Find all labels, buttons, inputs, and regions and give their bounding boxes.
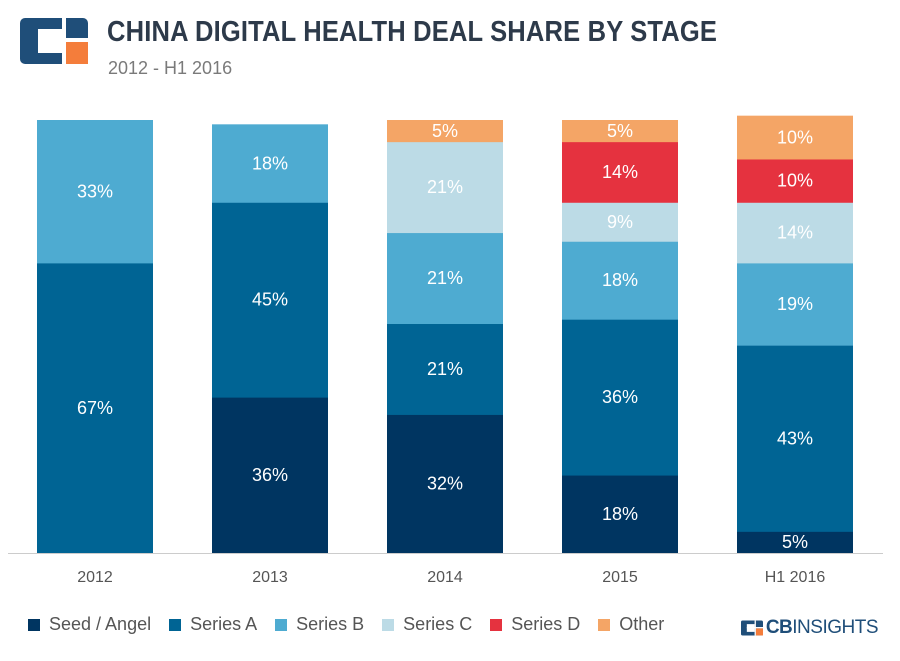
logo-inner-cut xyxy=(38,29,62,53)
bar-segment-series-a-2015 xyxy=(562,319,678,476)
x-tick-label-2013: 2013 xyxy=(252,569,288,586)
data-label-series-a-2012: 67% xyxy=(77,398,113,418)
data-label-series-d-h1-2016: 10% xyxy=(777,171,813,191)
bar-segment-seed-angel-h1-2016 xyxy=(737,531,853,554)
brand-name-bold: CB xyxy=(765,617,793,638)
legend-item-other: Other xyxy=(598,614,664,635)
data-label-series-c-h1-2016: 14% xyxy=(777,223,813,243)
bar-segment-series-b-h1-2016 xyxy=(737,262,853,346)
data-label-series-a-2013: 45% xyxy=(252,290,288,310)
data-label-series-c-2015: 9% xyxy=(607,212,633,232)
data-label-series-a-2014: 21% xyxy=(427,359,463,379)
bar-segment-series-b-2013 xyxy=(212,124,328,203)
bar-segment-series-a-2013 xyxy=(212,202,328,398)
legend-swatch-series-b xyxy=(275,618,288,631)
legend-label-seed-angel: Seed / Angel xyxy=(49,614,152,634)
legend-swatch-series-c xyxy=(382,618,395,631)
logo-accent-block xyxy=(66,42,88,64)
cb-insights-brand: CBINSIGHTS xyxy=(740,617,879,639)
data-label-seed-angel-2015: 18% xyxy=(602,504,638,524)
data-label-series-b-h1-2016: 19% xyxy=(777,294,813,314)
bar-segment-series-c-h1-2016 xyxy=(737,202,853,264)
data-label-series-b-2014: 21% xyxy=(427,268,463,288)
bar-segment-series-b-2014 xyxy=(387,232,503,325)
legend-item-series-a: Series A xyxy=(169,614,257,635)
legend-item-series-c: Series C xyxy=(382,614,472,635)
data-label-series-b-2013: 18% xyxy=(252,153,288,173)
cb-insights-logo-icon xyxy=(20,18,88,64)
legend-label-series-d: Series D xyxy=(511,614,581,634)
data-label-series-d-2015: 14% xyxy=(602,162,638,182)
x-tick-label-2012: 2012 xyxy=(77,569,113,586)
legend-swatch-series-d xyxy=(490,618,503,631)
legend-item-series-b: Series B xyxy=(275,614,364,635)
data-label-seed-angel-h1-2016: 5% xyxy=(782,532,808,552)
brand-name-light: INSIGHTS xyxy=(792,617,878,638)
chart-subtitle: 2012 - H1 2016 xyxy=(108,58,233,78)
brand-name: CBINSIGHTS xyxy=(765,617,879,639)
data-label-series-a-h1-2016: 43% xyxy=(777,428,813,448)
legend-label-series-a: Series A xyxy=(190,614,258,634)
data-label-other-2014: 5% xyxy=(432,121,458,141)
legend-swatch-seed-angel xyxy=(28,618,40,631)
bar-segment-other-h1-2016 xyxy=(737,115,853,160)
legend-swatch-series-a xyxy=(169,618,182,631)
bar-segment-series-a-2012 xyxy=(37,262,153,554)
data-label-series-a-2015: 36% xyxy=(602,387,638,407)
legend-label-series-c: Series C xyxy=(403,614,473,634)
bar-segment-other-2014 xyxy=(387,120,503,143)
data-label-other-2015: 5% xyxy=(607,121,633,141)
legend-label-other: Other xyxy=(619,614,665,634)
data-label-series-b-2012: 33% xyxy=(77,181,113,201)
bar-segment-series-b-2012 xyxy=(37,120,153,264)
bar-segment-other-2015 xyxy=(562,120,678,143)
data-label-seed-angel-2014: 32% xyxy=(427,474,463,494)
bar-segment-series-b-2015 xyxy=(562,241,678,320)
bar-segment-series-d-2015 xyxy=(562,141,678,203)
bar-segment-seed-angel-2015 xyxy=(562,475,678,554)
cb-insights-brand-icon xyxy=(740,620,763,636)
bar-segment-seed-angel-2014 xyxy=(387,414,503,554)
logo-gap-vertical xyxy=(62,18,66,64)
x-tick-label-2015: 2015 xyxy=(602,569,638,586)
bar-segment-series-a-2014 xyxy=(387,323,503,415)
data-label-other-h1-2016: 10% xyxy=(777,127,813,147)
legend-item-seed-angel: Seed / Angel xyxy=(28,614,151,635)
chart-legend: Seed / Angel Series A Series B Series C Seri… xyxy=(28,614,682,635)
x-tick-label-2014: 2014 xyxy=(427,569,463,586)
data-label-series-c-2014: 21% xyxy=(427,177,463,197)
bar-segment-series-d-h1-2016 xyxy=(737,158,853,203)
legend-label-series-b: Series B xyxy=(296,614,365,634)
bar-segment-series-a-h1-2016 xyxy=(737,345,853,532)
legend-swatch-other xyxy=(598,618,611,631)
x-tick-label-h1-2016: H1 2016 xyxy=(765,569,826,586)
data-label-series-b-2015: 18% xyxy=(602,270,638,290)
legend-item-series-d: Series D xyxy=(490,614,580,635)
bar-segment-series-c-2014 xyxy=(387,141,503,234)
chart-title: CHINA DIGITAL HEALTH DEAL SHARE BY STAGE xyxy=(107,16,718,48)
bar-segment-series-c-2015 xyxy=(562,202,678,242)
bar-segment-seed-angel-2013 xyxy=(212,397,328,554)
data-label-seed-angel-2013: 36% xyxy=(252,465,288,485)
